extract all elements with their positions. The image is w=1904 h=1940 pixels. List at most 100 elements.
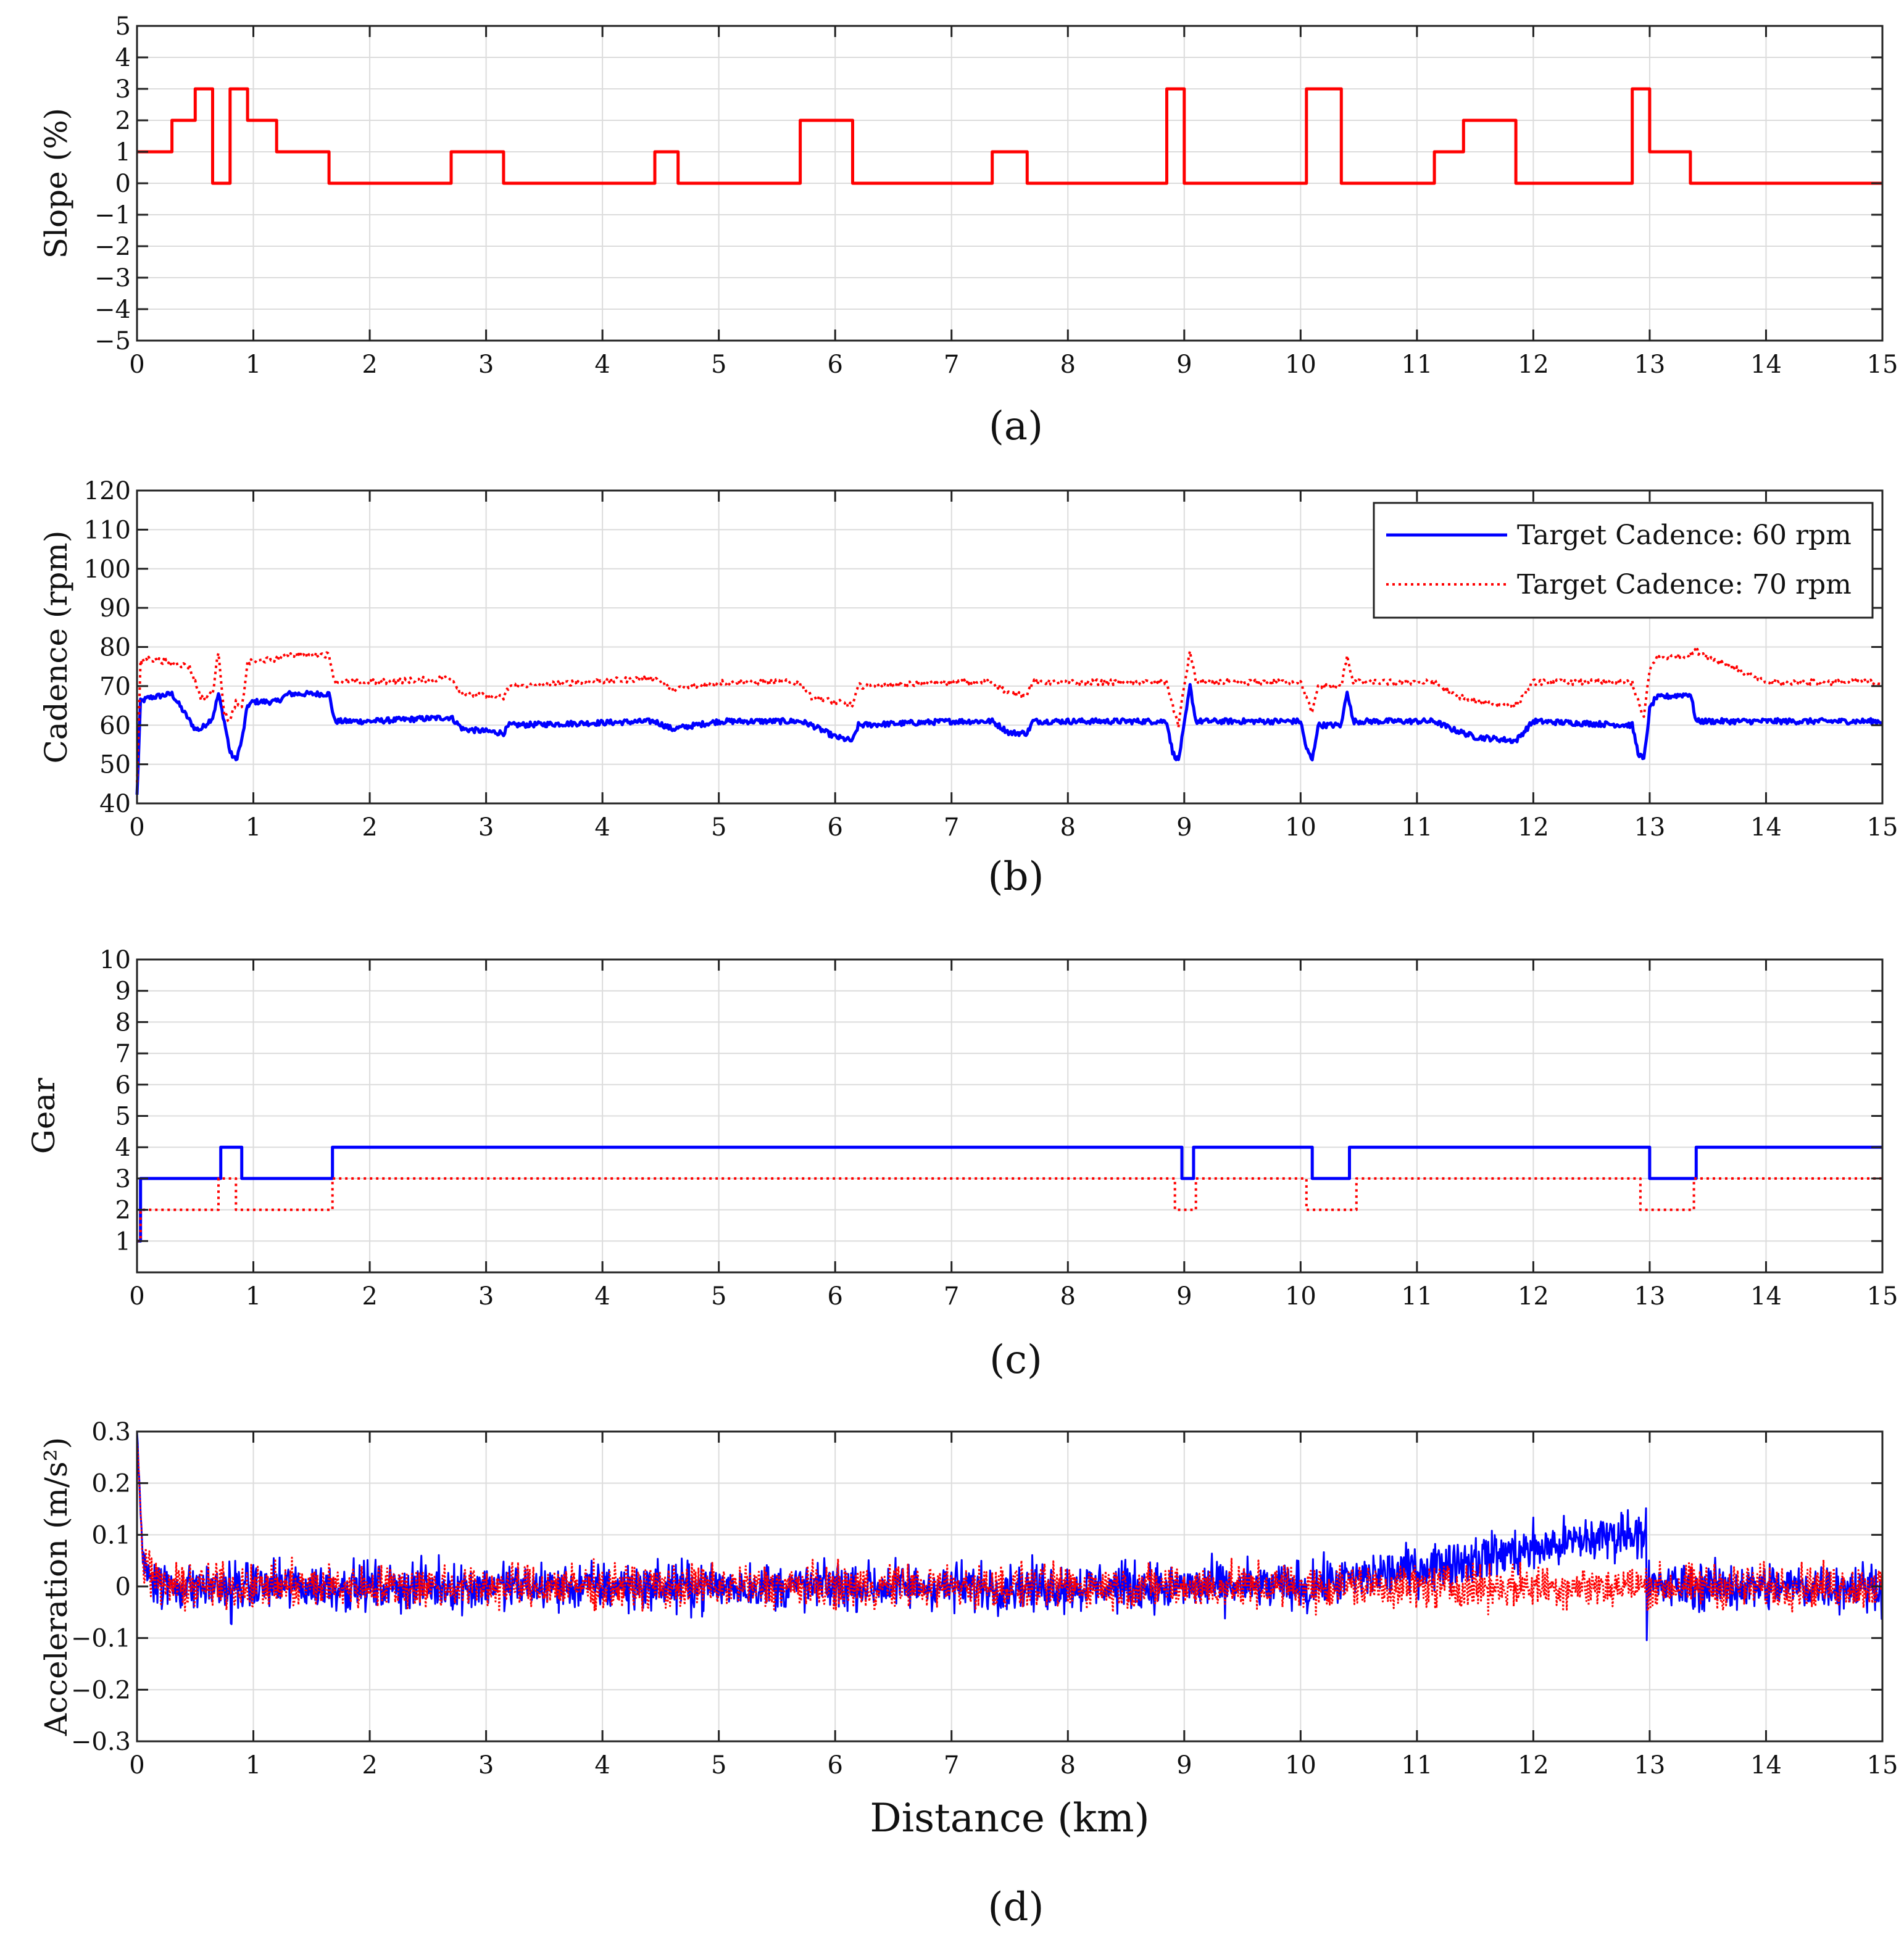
x-axis-label: Distance (km)	[870, 1796, 1149, 1841]
ytick-label: 8	[115, 1008, 131, 1037]
xtick-label: 8	[1060, 350, 1076, 379]
xtick-label: 7	[944, 1282, 959, 1311]
xtick-label: 13	[1634, 1751, 1665, 1780]
xtick-label: 4	[594, 1751, 610, 1780]
xtick-label: 14	[1750, 350, 1782, 379]
xtick-label: 1	[246, 1751, 261, 1780]
series-secondary	[137, 1177, 1882, 1243]
series-primary	[137, 1145, 1882, 1243]
ytick-label: 5	[115, 12, 131, 41]
xtick-label: 3	[478, 813, 494, 842]
xtick-label: 3	[478, 1751, 494, 1780]
xtick-label: 9	[1176, 350, 1192, 379]
xtick-label: 3	[478, 1282, 494, 1311]
xtick-label: 0	[129, 1751, 144, 1780]
grid	[136, 959, 1883, 1273]
series-line	[136, 1440, 1884, 1616]
xtick-label: 7	[944, 813, 959, 842]
xtick-label: 14	[1750, 813, 1782, 842]
xtick-label: 5	[711, 813, 726, 842]
xtick-label: 3	[478, 350, 494, 379]
ytick-label: 0.2	[91, 1470, 131, 1498]
xtick-label: 13	[1634, 813, 1665, 842]
xtick-label: 6	[827, 1282, 842, 1311]
series-secondary	[136, 647, 1884, 783]
xtick-label: 2	[362, 813, 377, 842]
ytick-label: 10	[99, 946, 131, 974]
xtick-label: 10	[1285, 350, 1316, 379]
ytick-label: 70	[99, 673, 131, 701]
ytick-label: 0	[115, 170, 131, 198]
ytick-label: 2	[115, 1196, 131, 1225]
panel-caption: (d)	[988, 1884, 1044, 1930]
xtick-label: 15	[1867, 1282, 1898, 1311]
ytick-label: −0.2	[71, 1676, 131, 1704]
xtick-label: 8	[1060, 1282, 1076, 1311]
ytick-label: −1	[94, 201, 131, 230]
xtick-label: 13	[1634, 350, 1665, 379]
xtick-label: 10	[1285, 1751, 1316, 1780]
xtick-label: 11	[1401, 350, 1432, 379]
xtick-label: 2	[362, 350, 377, 379]
ytick-label: 2	[115, 107, 131, 135]
xtick-label: 9	[1176, 1282, 1192, 1311]
xtick-label: 14	[1750, 1282, 1782, 1311]
panel-d: −0.3−0.2−0.100.10.20.30 1 2 3 4 5 6 7 8 9 10 11 12 13…	[38, 1418, 1898, 1930]
xtick-label: 9	[1176, 813, 1192, 842]
series-line	[135, 682, 1883, 795]
xtick-label: 12	[1518, 813, 1549, 842]
ytick-label: 0.1	[91, 1521, 131, 1549]
series-line	[136, 647, 1884, 783]
xtick-label: 2	[362, 1282, 377, 1311]
xtick-label: 0	[129, 813, 144, 842]
series-primary	[137, 87, 1882, 185]
xtick-label: 6	[827, 813, 842, 842]
xtick-label: 8	[1060, 1751, 1076, 1780]
y-axis-label: Slope (%)	[38, 108, 74, 259]
ytick-label: −5	[94, 327, 131, 355]
xtick-label: 7	[944, 1751, 959, 1780]
ytick-label: 9	[115, 977, 131, 1006]
xtick-label: 15	[1867, 813, 1898, 842]
xtick-label: 4	[594, 350, 610, 379]
xtick-label: 6	[827, 350, 842, 379]
xtick-label: 14	[1750, 1751, 1782, 1780]
ytick-label: 6	[115, 1071, 131, 1100]
y-axis-label: Gear	[26, 1078, 62, 1154]
ytick-label: 7	[115, 1040, 131, 1068]
xtick-label: 1	[246, 1282, 261, 1311]
series-line	[137, 87, 1882, 185]
xtick-label: 13	[1634, 1282, 1665, 1311]
ytick-label: 50	[99, 751, 131, 779]
ytick-label: 110	[84, 516, 131, 544]
xtick-label: 10	[1285, 813, 1316, 842]
legend-label: Target Cadence: 60 rpm	[1517, 520, 1852, 551]
legend-label: Target Cadence: 70 rpm	[1517, 569, 1852, 600]
ytick-label: 90	[99, 594, 131, 623]
xtick-label: 4	[594, 813, 610, 842]
xtick-label: 11	[1401, 813, 1432, 842]
xtick-label: 12	[1518, 1282, 1549, 1311]
ytick-label: 120	[84, 477, 131, 505]
ytick-label: 40	[99, 790, 131, 818]
ytick-label: 4	[115, 44, 131, 72]
ytick-label: −0.3	[71, 1728, 131, 1756]
ytick-label: 60	[99, 711, 131, 740]
ytick-label: −0.1	[71, 1625, 131, 1653]
xtick-label: 11	[1401, 1751, 1432, 1780]
y-axis-label: Cadence (rpm)	[38, 531, 74, 764]
xtick-label: 12	[1518, 350, 1549, 379]
xtick-label: 1	[246, 813, 261, 842]
xtick-label: 2	[362, 1751, 377, 1780]
series-primary	[135, 682, 1883, 795]
series-line	[136, 1431, 1884, 1641]
legend: Target Cadence: 60 rpm Target Cadence: 70…	[1373, 502, 1874, 619]
xtick-label: 11	[1401, 1282, 1432, 1311]
xtick-label: 15	[1867, 1751, 1898, 1780]
ytick-label: 0	[115, 1573, 131, 1601]
xtick-label: 9	[1176, 1751, 1192, 1780]
